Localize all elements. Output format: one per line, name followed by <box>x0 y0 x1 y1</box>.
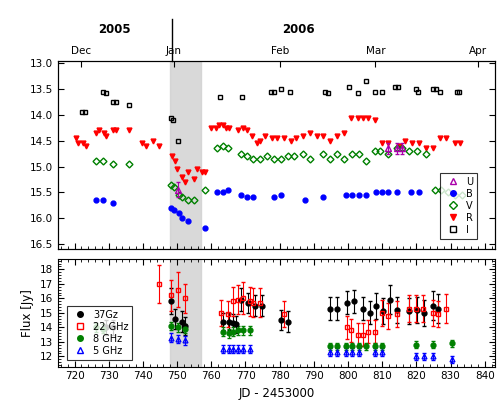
Text: 2005: 2005 <box>98 23 130 36</box>
X-axis label: JD - 2453000: JD - 2453000 <box>238 387 314 400</box>
Text: 2006: 2006 <box>282 23 314 36</box>
Legend: 37Gz, 22 GHz, 8 GHz, 5 GHz: 37Gz, 22 GHz, 8 GHz, 5 GHz <box>66 306 132 360</box>
Legend: U, B, V, R, I: U, B, V, R, I <box>440 173 477 239</box>
Bar <box>170 61 201 249</box>
Y-axis label: Flux [Jy]: Flux [Jy] <box>21 289 34 337</box>
Bar <box>170 259 201 367</box>
